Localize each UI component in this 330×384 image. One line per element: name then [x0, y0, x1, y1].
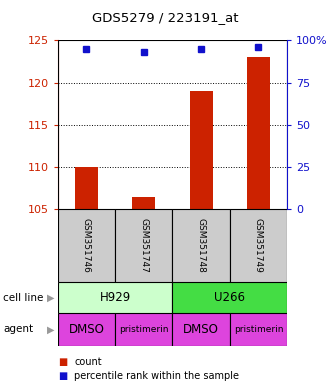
- Bar: [75, 167, 98, 209]
- Text: GSM351749: GSM351749: [254, 218, 263, 273]
- FancyBboxPatch shape: [115, 209, 173, 282]
- FancyBboxPatch shape: [230, 313, 287, 346]
- FancyBboxPatch shape: [173, 209, 230, 282]
- Text: GSM351747: GSM351747: [139, 218, 148, 273]
- Text: GDS5279 / 223191_at: GDS5279 / 223191_at: [92, 11, 238, 24]
- FancyBboxPatch shape: [58, 282, 173, 313]
- Text: percentile rank within the sample: percentile rank within the sample: [74, 371, 239, 381]
- Text: DMSO: DMSO: [69, 323, 104, 336]
- Bar: [132, 197, 155, 209]
- Text: ▶: ▶: [48, 324, 55, 334]
- Text: count: count: [74, 357, 102, 367]
- Text: agent: agent: [3, 324, 33, 334]
- FancyBboxPatch shape: [173, 282, 287, 313]
- Text: pristimerin: pristimerin: [234, 325, 283, 334]
- Bar: [247, 57, 270, 209]
- Text: GSM351748: GSM351748: [197, 218, 206, 273]
- Text: cell line: cell line: [3, 293, 44, 303]
- FancyBboxPatch shape: [58, 313, 115, 346]
- FancyBboxPatch shape: [230, 209, 287, 282]
- Text: DMSO: DMSO: [183, 323, 219, 336]
- Bar: [190, 91, 213, 209]
- FancyBboxPatch shape: [173, 313, 230, 346]
- Text: ▶: ▶: [48, 293, 55, 303]
- Text: H929: H929: [99, 291, 131, 304]
- Text: pristimerin: pristimerin: [119, 325, 169, 334]
- FancyBboxPatch shape: [115, 313, 173, 346]
- Text: U266: U266: [214, 291, 245, 304]
- Text: GSM351746: GSM351746: [82, 218, 91, 273]
- Text: ■: ■: [58, 357, 67, 367]
- FancyBboxPatch shape: [58, 209, 115, 282]
- Text: ■: ■: [58, 371, 67, 381]
